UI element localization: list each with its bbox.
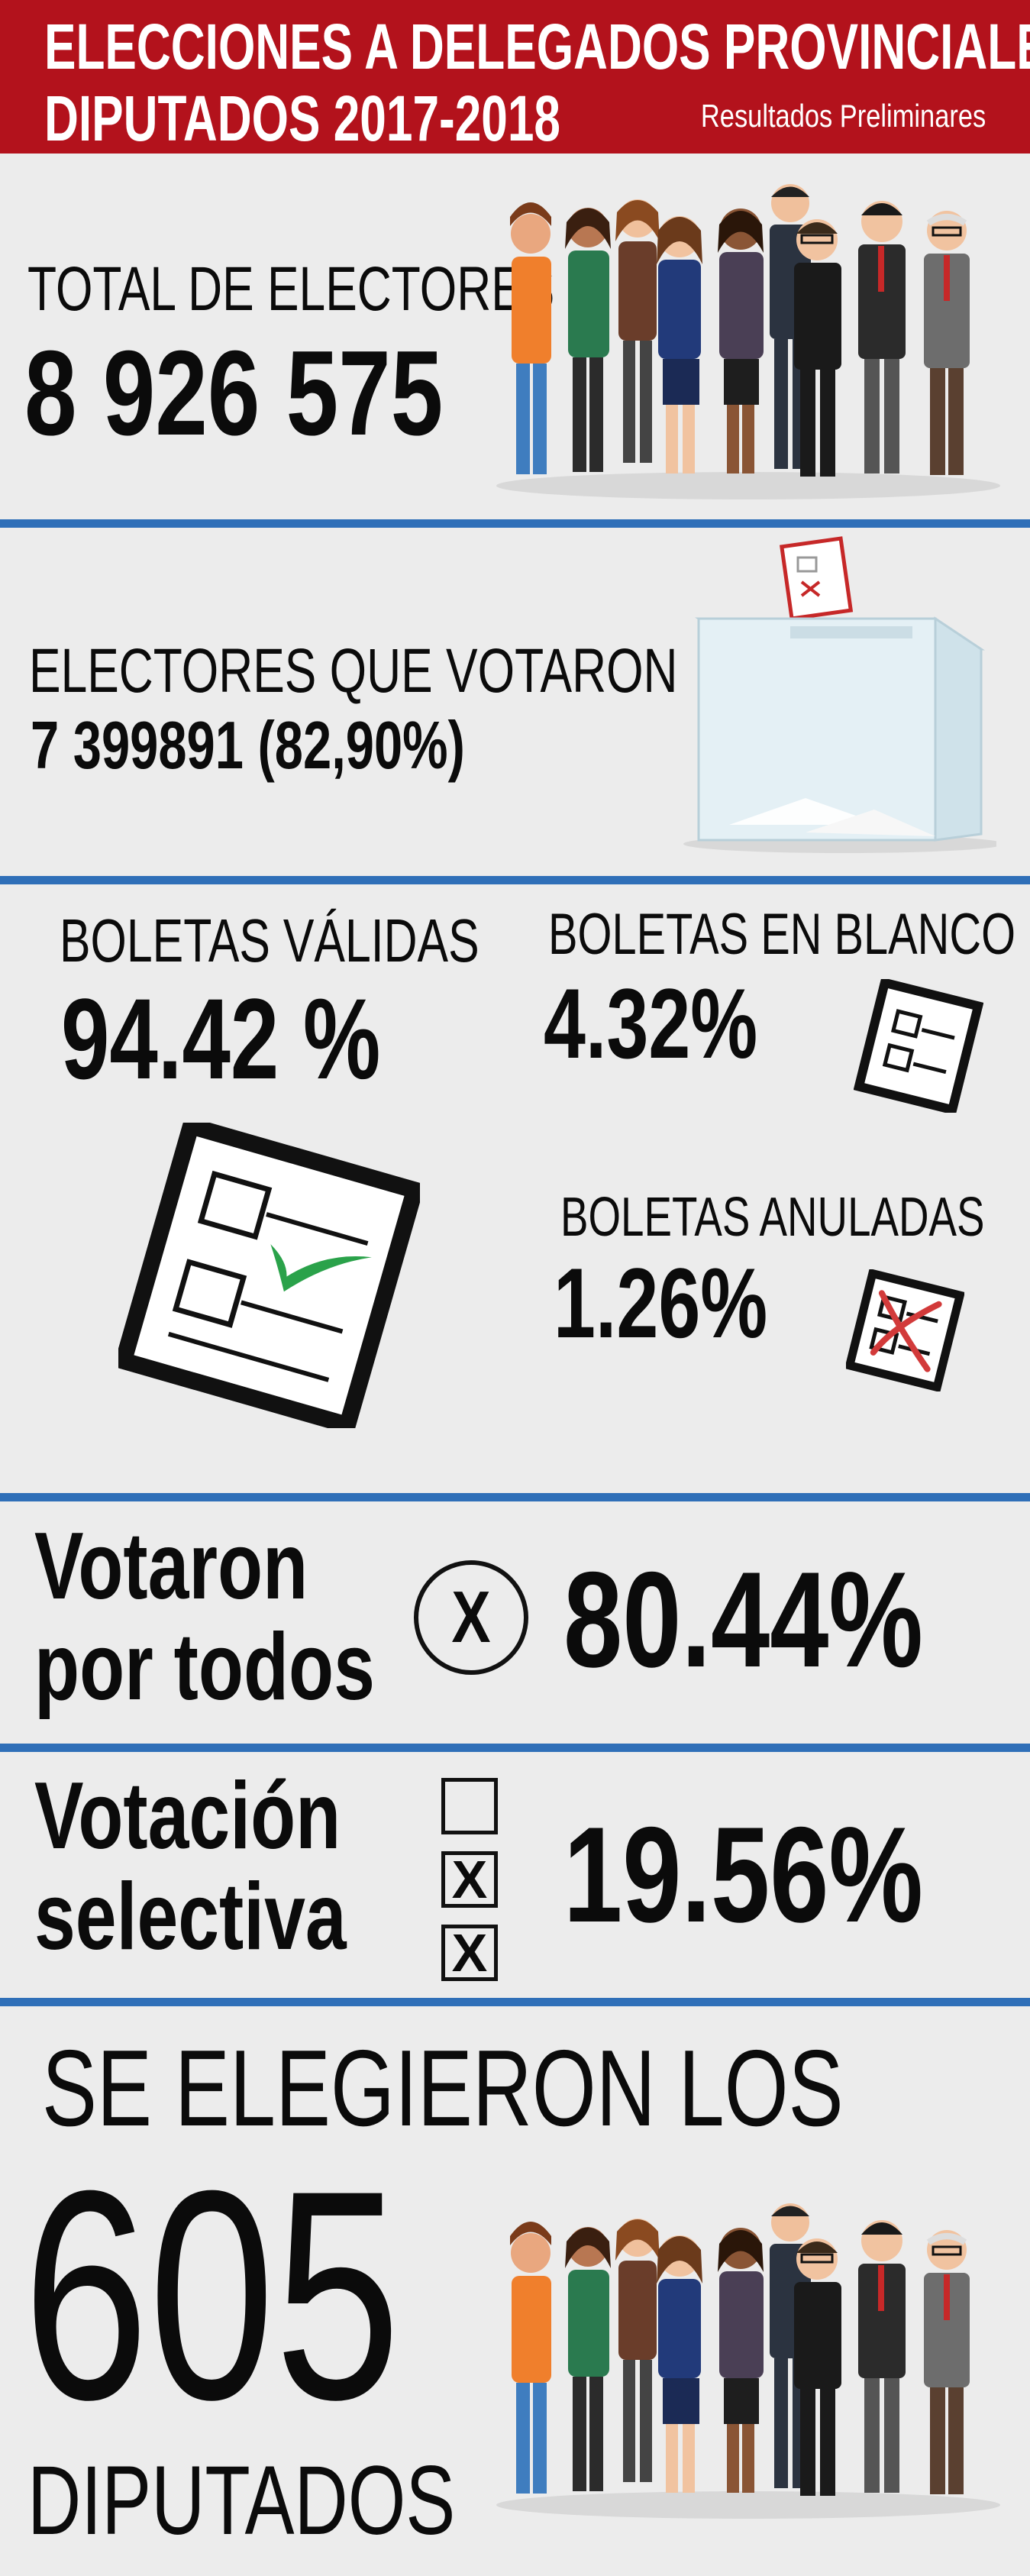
por-todos-label: Votaron por todos (34, 1516, 375, 1718)
circled-x-mark: X (414, 1560, 528, 1675)
selectiva-label-line-2: selectiva (34, 1864, 347, 1970)
section-divider (0, 1493, 1030, 1501)
header-banner: ELECCIONES A DELEGADOS PROVINCIALES Y DI… (0, 0, 1030, 154)
total-electores-value: 8 926 575 (24, 326, 444, 461)
votaron-label: ELECTORES QUE VOTARON (29, 636, 678, 706)
people-group-illustration (489, 180, 1008, 501)
title-line-2: DIPUTADOS 2017-2018 (44, 82, 560, 154)
selectiva-label: Votación selectiva (34, 1766, 347, 1967)
por-todos-label-line-1: Votaron (34, 1514, 308, 1619)
por-todos-label-line-2: por todos (34, 1614, 375, 1720)
section-divider (0, 876, 1030, 884)
person-icon (615, 2219, 660, 2482)
selectiva-checkboxes: X X (441, 1778, 502, 1983)
selectiva-value: 19.56% (563, 1799, 923, 1951)
ballot-check-icon (113, 1115, 425, 1436)
elegidos-line-1: SE ELEGIERON LOS (42, 2028, 844, 2149)
page-title: ELECCIONES A DELEGADOS PROVINCIALES Y DI… (44, 11, 1030, 154)
section-divider (0, 1744, 1030, 1752)
selectiva-label-line-1: Votación (34, 1763, 341, 1869)
person-icon (718, 208, 764, 474)
blanco-label: BOLETAS EN BLANCO (548, 902, 1016, 967)
elegidos-number: 605 (23, 2128, 401, 2461)
blanco-value: 4.32% (544, 968, 758, 1079)
ballot-box-icon (653, 535, 1004, 859)
person-icon (615, 199, 660, 463)
circled-x-text: X (451, 1576, 491, 1658)
blank-ballot-icon (853, 977, 984, 1117)
person-icon (858, 2220, 906, 2493)
anuladas-value: 1.26% (554, 1247, 768, 1359)
person-icon (924, 211, 970, 475)
validas-value: 94.42 % (61, 974, 381, 1103)
person-icon (794, 219, 841, 477)
person-icon (924, 2230, 970, 2494)
subtitle: Resultados Preliminares (700, 98, 986, 134)
person-icon (657, 2235, 702, 2493)
person-icon (657, 216, 702, 474)
elegidos-line-2: DIPUTADOS (27, 2446, 456, 2555)
person-icon (510, 2222, 551, 2494)
total-electores-label: TOTAL DE ELECTORES (27, 254, 555, 324)
person-icon (565, 208, 611, 472)
checkbox-checked: X (441, 1923, 498, 1983)
validas-label: BOLETAS VÁLIDAS (60, 907, 479, 974)
por-todos-value: 80.44% (563, 1543, 923, 1695)
person-icon (510, 202, 551, 474)
annulled-ballot-icon (844, 1268, 965, 1395)
title-line-1: ELECCIONES A DELEGADOS PROVINCIALES Y (44, 11, 1030, 82)
section-divider (0, 519, 1030, 528)
people-group-illustration (489, 2199, 1008, 2520)
anuladas-label: BOLETAS ANULADAS (560, 1187, 985, 1248)
votaron-value: 7 399891 (82,90%) (31, 707, 465, 783)
checkbox-empty (441, 1778, 498, 1834)
checkbox-checked: X (441, 1850, 498, 1909)
person-icon (565, 2227, 611, 2491)
person-icon (718, 2228, 764, 2493)
person-icon (858, 201, 906, 474)
person-icon (794, 2238, 841, 2496)
section-divider (0, 1998, 1030, 2006)
